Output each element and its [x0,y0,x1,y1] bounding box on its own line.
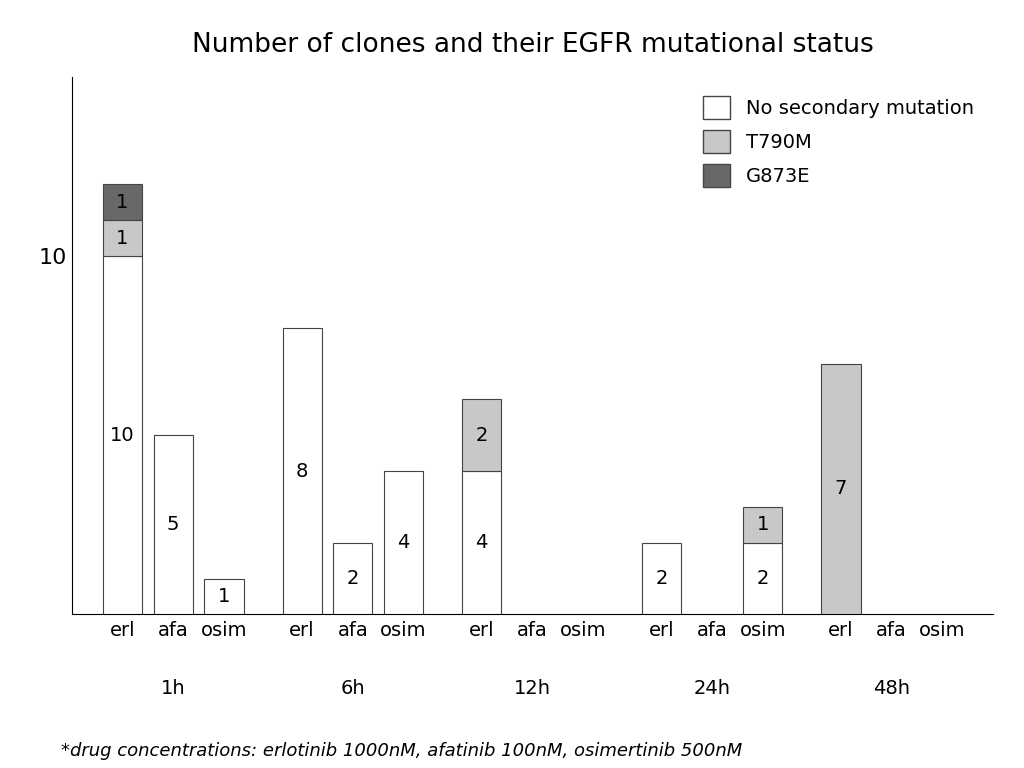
Bar [743,507,782,543]
Text: 4: 4 [397,533,410,552]
Text: 1: 1 [218,587,230,606]
Text: 2: 2 [655,569,668,588]
Text: 24h: 24h [693,679,730,698]
Bar [205,578,244,614]
Text: 1: 1 [117,193,129,212]
Title: Number of clones and their EGFR mutational status: Number of clones and their EGFR mutation… [191,31,873,58]
Text: 2: 2 [757,569,769,588]
Text: 6h: 6h [341,679,366,698]
Bar [103,256,142,614]
Bar [103,220,142,256]
Bar [384,471,423,614]
Text: 10: 10 [111,425,135,445]
Bar [642,543,681,614]
Text: 4: 4 [475,533,487,552]
Text: 1h: 1h [161,679,185,698]
Bar [743,543,782,614]
Bar [283,328,322,614]
Text: 48h: 48h [873,679,910,698]
Bar [154,435,193,614]
Text: 8: 8 [296,462,308,481]
Bar [821,363,860,614]
Text: 12h: 12h [514,679,551,698]
Text: 2: 2 [475,425,487,445]
Text: 5: 5 [167,515,179,535]
Text: *drug concentrations: erlotinib 1000nM, afatinib 100nM, osimertinib 500nM: *drug concentrations: erlotinib 1000nM, … [61,743,742,760]
Bar [103,184,142,220]
Text: 2: 2 [347,569,359,588]
Bar [462,471,501,614]
Text: 1: 1 [117,229,129,247]
Legend: No secondary mutation, T790M, G873E: No secondary mutation, T790M, G873E [693,87,984,197]
Bar [334,543,373,614]
Bar [462,399,501,471]
Text: 7: 7 [835,479,847,498]
Text: 1: 1 [757,515,769,535]
